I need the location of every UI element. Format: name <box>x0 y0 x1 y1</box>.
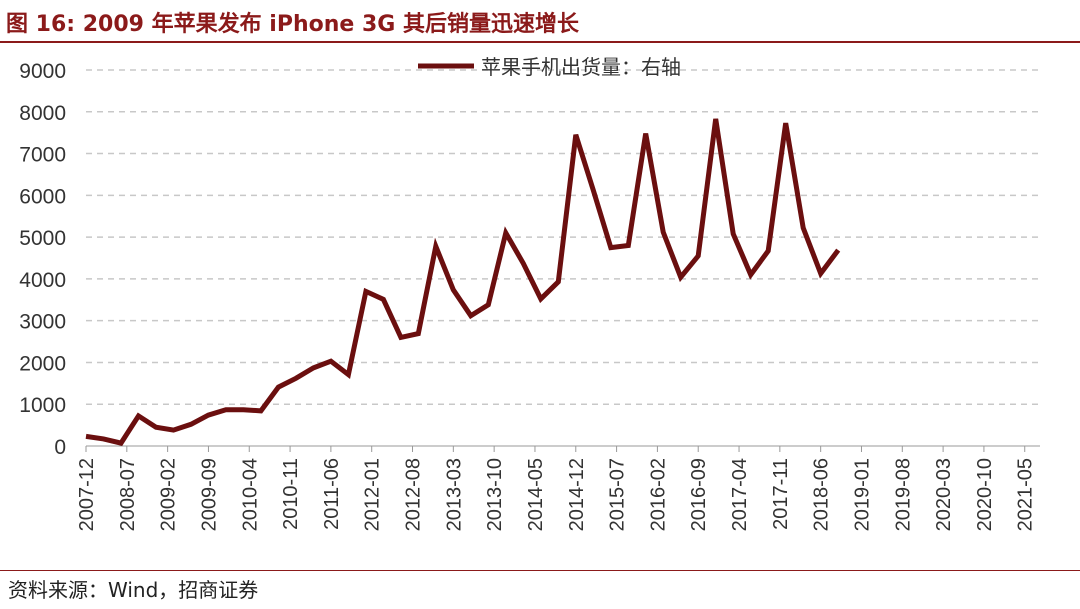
y-tick-label: 7000 <box>19 144 66 167</box>
legend: 苹果手机出货量：右轴 <box>418 55 681 79</box>
y-axis-ticks: 0 1000 2000 3000 4000 5000 6000 7000 8000 9000 <box>19 60 66 459</box>
y-tick-label: 5000 <box>19 227 66 250</box>
x-tick-label: 2014-12 <box>566 458 588 531</box>
series-line-0 <box>85 118 841 446</box>
legend-label: 苹果手机出货量：右轴 <box>481 55 681 79</box>
x-tick-label: 2008-07 <box>117 458 139 531</box>
x-tick-label: 2019-08 <box>892 458 914 531</box>
x-tick-label: 2011-06 <box>321 458 343 530</box>
x-tick-label: 2012-08 <box>403 458 425 531</box>
x-tick-label: 2010-11 <box>280 458 302 530</box>
x-tick-label: 2020-10 <box>974 458 996 531</box>
y-tick-label: 8000 <box>19 102 66 125</box>
x-tick-label: 2016-02 <box>647 458 669 531</box>
x-tick-label: 2012-01 <box>362 458 384 531</box>
y-tick-label: 9000 <box>19 60 66 83</box>
y-tick-label: 0 <box>54 436 66 459</box>
x-tick-label: 2009-02 <box>158 458 180 531</box>
x-tick-label: 2014-05 <box>525 458 547 531</box>
y-tick-label: 3000 <box>19 311 66 334</box>
y-tick-label: 1000 <box>19 394 66 417</box>
x-axis-ticks: 2007-12 2008-07 2009-02 2009-09 2010-04 2010-… <box>76 446 1037 531</box>
source-rule <box>0 570 1080 571</box>
x-tick-label: 2018-06 <box>811 458 833 531</box>
y-tick-label: 2000 <box>19 352 66 375</box>
x-tick-label: 2017-04 <box>729 458 751 531</box>
x-tick-label: 2021-05 <box>1015 458 1037 531</box>
x-tick-label: 2017-11 <box>770 458 792 530</box>
source-note: 资料来源：Wind，招商证券 <box>8 578 259 602</box>
x-tick-label: 2009-09 <box>198 458 220 531</box>
y-tick-label: 6000 <box>19 185 66 208</box>
title-rule <box>0 41 1080 43</box>
x-tick-label: 2013-10 <box>484 458 506 531</box>
x-tick-label: 2016-09 <box>688 458 710 531</box>
line-chart: 0 1000 2000 3000 4000 5000 6000 7000 8000 9000 20… <box>19 55 1040 531</box>
x-tick-label: 2010-04 <box>239 458 261 531</box>
x-tick-label: 2007-12 <box>76 458 98 531</box>
series-group <box>85 118 841 446</box>
figure-title: 图 16: 2009 年苹果发布 iPhone 3G 其后销量迅速增长 <box>6 12 579 37</box>
x-tick-label: 2015-07 <box>607 458 629 531</box>
y-tick-label: 4000 <box>19 269 66 292</box>
x-tick-label: 2020-03 <box>933 458 955 531</box>
x-tick-label: 2013-03 <box>443 458 465 531</box>
x-tick-label: 2019-01 <box>851 458 873 531</box>
